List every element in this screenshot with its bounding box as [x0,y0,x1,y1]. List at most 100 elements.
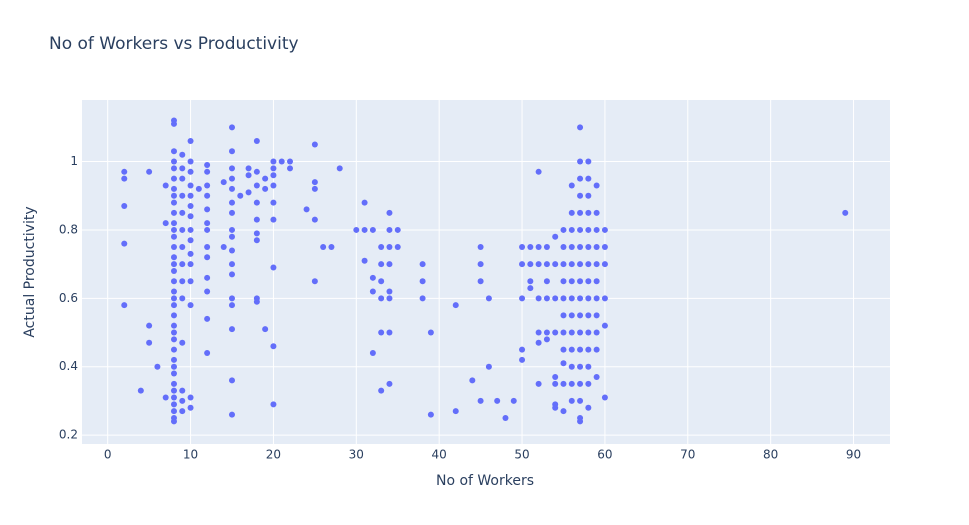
x-tick-label: 10 [183,448,198,462]
point [601,394,608,401]
point [361,257,368,264]
point [204,182,211,189]
point [386,226,393,233]
point [179,165,186,172]
point [253,216,260,223]
point [552,261,559,268]
point [170,370,177,377]
point [270,158,277,165]
point [593,295,600,302]
point [270,343,277,350]
point [510,397,517,404]
point [585,192,592,199]
point [577,312,584,319]
point [577,226,584,233]
point [568,312,575,319]
point [170,175,177,182]
point [560,295,567,302]
point [568,295,575,302]
point [170,158,177,165]
point [146,322,153,329]
point [228,165,235,172]
x-tick-label: 40 [432,448,447,462]
y-tick-label: 0.6 [59,291,78,305]
point [568,278,575,285]
point [386,288,393,295]
point [170,418,177,425]
point [187,261,194,268]
x-tick-label: 50 [514,448,529,462]
point [162,220,169,227]
point [535,295,542,302]
point [386,261,393,268]
y-axis-title: Actual Productivity [22,206,38,337]
point [170,302,177,309]
point [262,185,269,192]
point [228,148,235,155]
point [170,387,177,394]
point [121,168,128,175]
point [228,326,235,333]
point [585,363,592,370]
point [270,182,277,189]
point [187,404,194,411]
point [577,278,584,285]
point [601,295,608,302]
point [121,240,128,247]
point [170,199,177,206]
point [577,295,584,302]
point [519,346,526,353]
point [577,192,584,199]
point [427,411,434,418]
point [585,329,592,336]
point [187,168,194,175]
point [170,346,177,353]
point [593,346,600,353]
point [187,226,194,233]
point [552,373,559,380]
point [585,158,592,165]
point [170,165,177,172]
point [543,336,550,343]
point [170,363,177,370]
point [121,175,128,182]
point [179,226,186,233]
point [543,244,550,251]
point [179,151,186,158]
point [170,220,177,227]
point [369,350,376,357]
point [593,209,600,216]
point [287,158,294,165]
point [170,329,177,336]
point [170,295,177,302]
point [187,192,194,199]
point [170,226,177,233]
point [170,394,177,401]
point [228,175,235,182]
point [560,380,567,387]
point [121,302,128,309]
point [527,278,534,285]
point [552,329,559,336]
point [228,199,235,206]
point [170,185,177,192]
point [527,285,534,292]
point [170,356,177,363]
point [228,247,235,254]
point [187,394,194,401]
point [577,418,584,425]
point [204,315,211,322]
point [179,339,186,346]
point [477,397,484,404]
plot-area [82,100,890,444]
point [560,278,567,285]
point [419,278,426,285]
point [585,261,592,268]
point [361,199,368,206]
x-tick-label: 80 [763,448,778,462]
x-tick-label: 90 [846,448,861,462]
point [154,363,161,370]
point [419,261,426,268]
point [179,175,186,182]
y-tick-label: 0.2 [59,428,78,442]
